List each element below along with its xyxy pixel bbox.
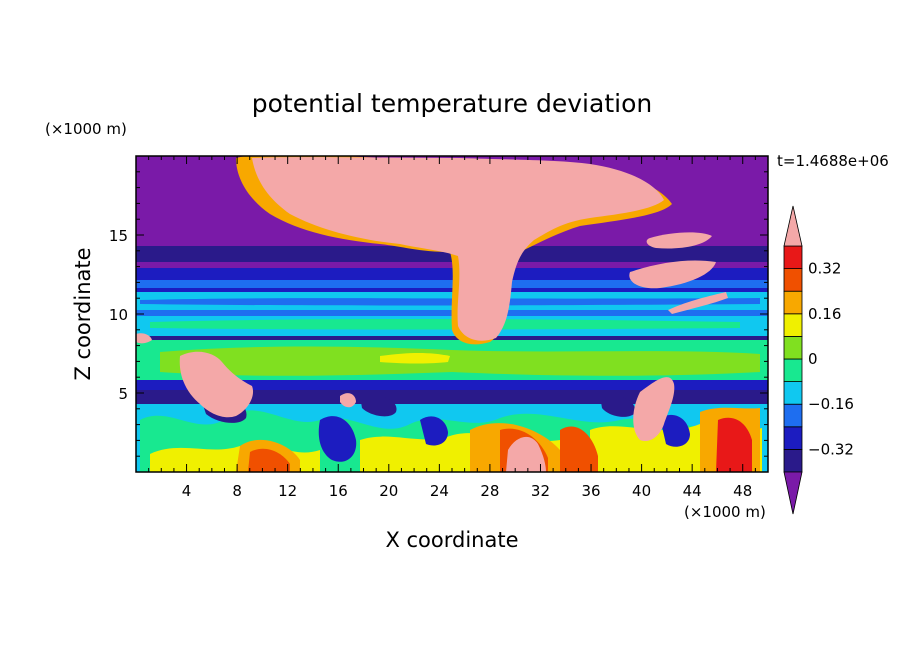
colorbar-box bbox=[783, 448, 803, 473]
lower-red-1 bbox=[248, 448, 290, 472]
mid-yellow-streak bbox=[380, 353, 450, 364]
y-tick-label: 10 bbox=[109, 306, 128, 324]
cyan-streak-1 bbox=[150, 319, 740, 330]
y-unit-label: (×1000 m) bbox=[45, 120, 127, 138]
blue-streak-1 bbox=[140, 298, 760, 306]
y-axis-label: Z coordinate bbox=[71, 247, 95, 380]
colorbar-box bbox=[783, 381, 803, 405]
x-tick-label: 24 bbox=[430, 482, 449, 500]
band-blue-2 bbox=[136, 380, 768, 392]
colorbar-box bbox=[783, 426, 803, 450]
band-purple-2 bbox=[136, 262, 768, 270]
x-tick-label: 16 bbox=[329, 482, 348, 500]
colorbar-label: 0 bbox=[808, 350, 818, 368]
colorbar-under-triangle bbox=[783, 471, 803, 515]
colorbar-label: 0.32 bbox=[808, 260, 841, 278]
band-navy-3 bbox=[136, 336, 768, 340]
heatmap-area bbox=[136, 156, 768, 472]
left-plume-pink bbox=[179, 351, 254, 418]
x-tick-label: 20 bbox=[379, 482, 398, 500]
colorbar-box bbox=[783, 335, 803, 360]
lower-red-3 bbox=[716, 417, 752, 472]
x-tick-label: 8 bbox=[232, 482, 242, 500]
lower-red-4 bbox=[560, 426, 598, 472]
x-tick-label: 28 bbox=[480, 482, 499, 500]
x-tick-label: 40 bbox=[632, 482, 651, 500]
right-streak-plume bbox=[668, 292, 728, 314]
colorbar-label: −0.16 bbox=[808, 395, 854, 413]
upper-right-plume-1 bbox=[646, 232, 712, 249]
x-tick-label: 48 bbox=[733, 482, 752, 500]
left-edge-plume bbox=[136, 333, 152, 344]
band-navy-2 bbox=[136, 288, 768, 294]
y-tick-label: 5 bbox=[118, 385, 128, 403]
colorbar-box bbox=[783, 313, 803, 337]
x-unit-label: (×1000 m) bbox=[684, 503, 766, 521]
lower-purple-eddies bbox=[200, 394, 636, 423]
band-sky-1 bbox=[136, 280, 768, 290]
x-tick-label: 4 bbox=[182, 482, 192, 500]
right-lower-plume bbox=[633, 377, 675, 442]
y-tick-label: 15 bbox=[109, 227, 128, 245]
mid-small-plume bbox=[340, 393, 356, 408]
colorbar-label: −0.32 bbox=[808, 440, 854, 458]
band-blue-1 bbox=[136, 268, 768, 282]
colorbar: −0.32 −0.16 0 0.16 0.32 bbox=[783, 205, 854, 515]
colorbar-box bbox=[783, 268, 803, 292]
colorbar-box bbox=[783, 290, 803, 315]
x-tick-label: 12 bbox=[278, 482, 297, 500]
bottom-center-plume bbox=[506, 436, 546, 472]
upper-right-plume-2 bbox=[629, 260, 716, 289]
time-label: t=1.4688e+06 bbox=[777, 152, 889, 170]
colorbar-label: 0.16 bbox=[808, 305, 841, 323]
colorbar-box bbox=[783, 245, 803, 270]
mid-green-lens bbox=[160, 346, 760, 376]
chart-title: potential temperature deviation bbox=[252, 89, 652, 118]
colorbar-over-triangle bbox=[783, 205, 803, 247]
x-tick-label: 36 bbox=[581, 482, 600, 500]
x-axis-label: X coordinate bbox=[385, 528, 518, 552]
upper-plume-pink bbox=[252, 157, 664, 341]
x-tick-label: 32 bbox=[531, 482, 550, 500]
colorbar-box bbox=[783, 358, 803, 383]
x-tick-label: 44 bbox=[683, 482, 702, 500]
colorbar-box bbox=[783, 403, 803, 428]
